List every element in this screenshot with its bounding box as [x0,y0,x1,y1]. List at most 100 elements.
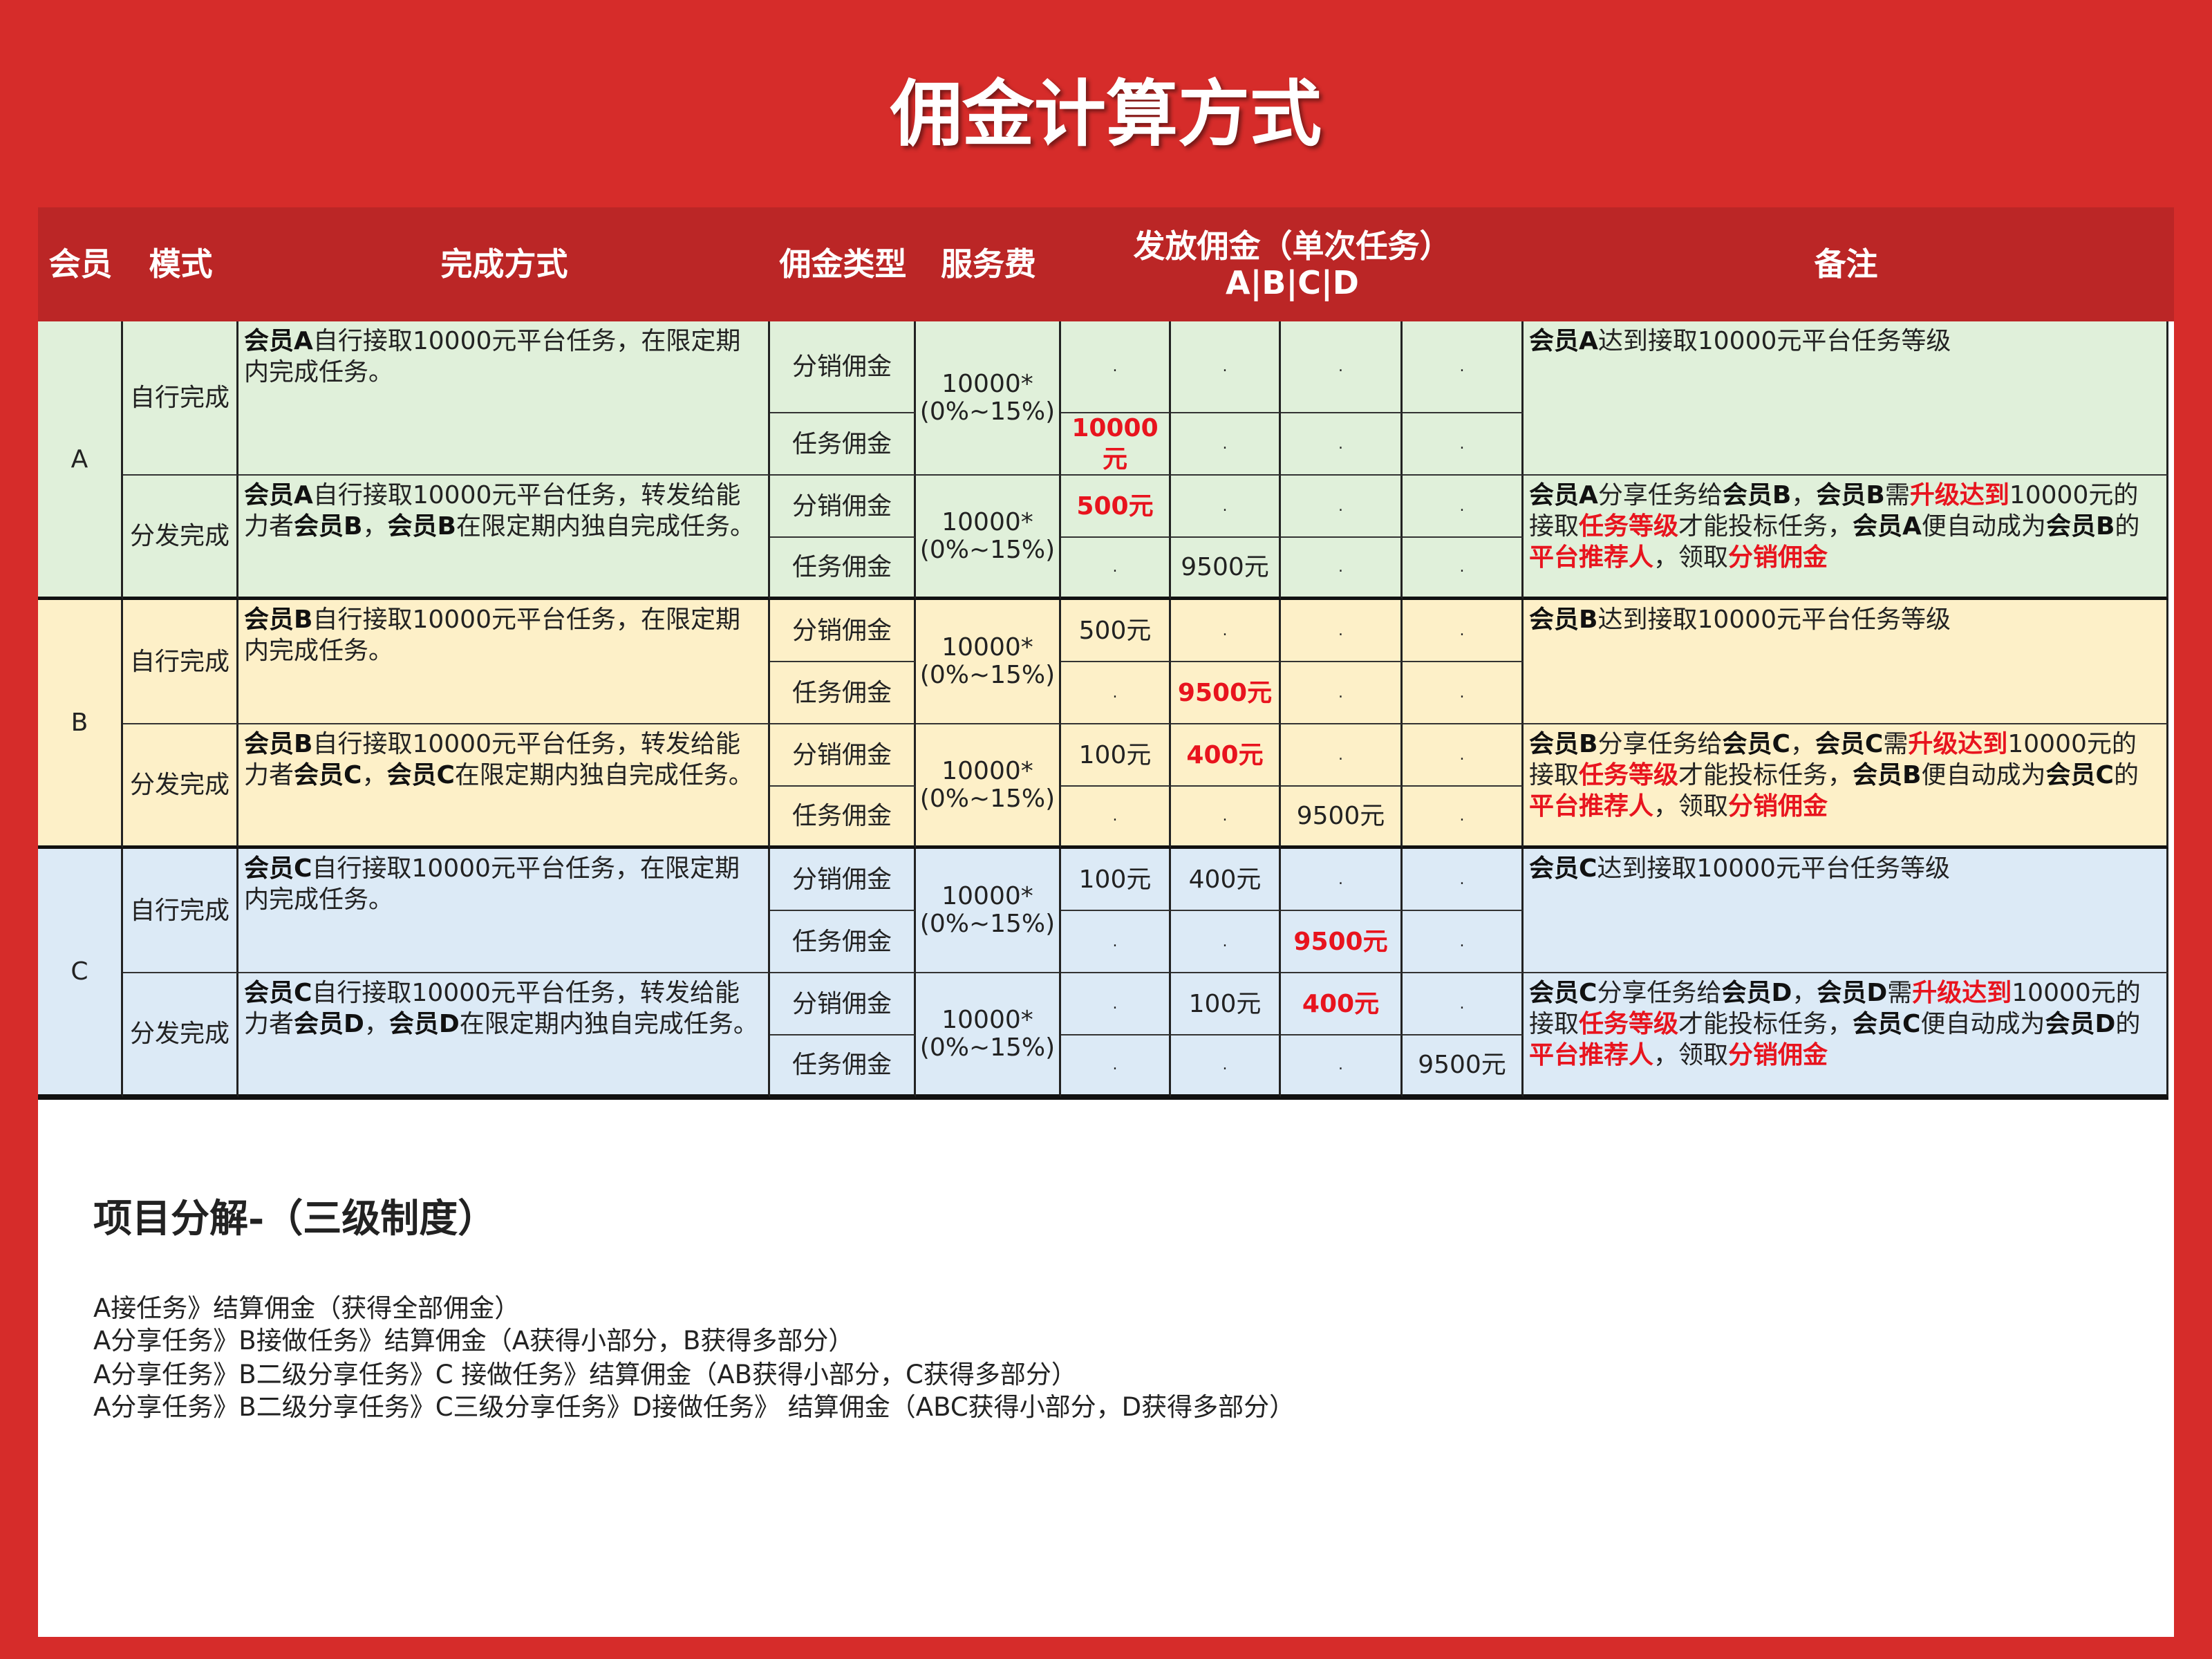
payout-cell-c: . [1281,849,1403,911]
payout-cell-b: 400元 [1171,849,1281,911]
page-title: 佣金计算方式 [890,71,1322,156]
payout-cell-d: . [1403,538,1524,600]
payout-cell-a: . [1061,1035,1171,1098]
mode-cell: 自行完成 [123,600,238,724]
text-segment: 会员A [1529,481,1598,509]
text-segment: 分销佣金 [1728,1041,1828,1069]
text-segment: 会员B [244,606,313,634]
payout-cell-c: 9500元 [1281,911,1403,973]
payout-cell-a: . [1061,973,1171,1035]
payout-cell-a: 100元 [1061,849,1171,911]
commission-table: A 自行完成 会员A自行接取10000元平台任务，在限定期内完成任务。 10000*(… [38,321,2168,1100]
text-segment: 会员C [1529,854,1597,883]
payout-cell-b: . [1171,476,1281,538]
fee-cell: 10000* (0%~15%) [916,321,1061,476]
text-segment: 会员B [244,730,313,758]
text-segment: 会员D [1721,979,1792,1007]
fee-text: 10000* [941,882,1033,910]
payout-cell-d: 9500元 [1403,1035,1524,1098]
payout-cell-c: 400元 [1281,973,1403,1035]
payout-cell-a: . [1061,787,1171,849]
text-segment: 会员B [2045,512,2115,541]
payout-cell-a: . [1061,911,1171,973]
text-segment: 的 [2115,512,2140,541]
text-segment: 需 [1884,481,1910,509]
text-segment: 会员D [1817,979,1888,1007]
text-segment: 平台推荐人 [1529,1041,1654,1069]
header-member: 会员 [48,245,113,283]
text-segment: ，领取 [1653,1041,1729,1069]
text-segment: 升级达到 [1909,481,2009,509]
payout-cell-a: . [1061,662,1171,724]
text-segment: 自行接取10000元平台任务，转发给能力者 [244,481,741,541]
note-cell: 会员C分享任务给会员D，会员D需升级达到10000元的接取任务等级才能投标任务，… [1524,973,2168,1098]
payout-cell-c: . [1281,413,1403,476]
text-segment: ， [362,512,388,541]
fee-text: 10000* [941,507,1033,536]
text-segment: 便自动成为 [1921,512,2046,541]
payout-cell-a: 500元 [1061,600,1171,662]
member-cell: B [38,600,123,849]
text-segment: 任务等级 [1579,761,1679,789]
text-segment: 便自动成为 [1920,1010,2045,1038]
fee-cell: 10000* (0%~15%) [916,849,1061,973]
text-segment: 会员D [2045,1010,2116,1038]
payout-cell-a: . [1061,321,1171,413]
breakdown-line: A分享任务》B二级分享任务》C三级分享任务》D接做任务》 结算佣金（ABC获得小… [93,1392,1295,1422]
text-segment: ， [1792,979,1817,1007]
text-segment: 会员C [1722,730,1790,758]
text-segment: 会员B [1816,481,1885,509]
fee-cell: 10000* (0%~15%) [916,476,1061,600]
text-segment: 会员C [1853,1010,1921,1038]
text-segment: 会员C [294,761,362,789]
method-cell: 会员A自行接取10000元平台任务，在限定期内完成任务。 [238,321,770,476]
payout-cell-d: . [1403,911,1524,973]
payout-cell-d: . [1403,787,1524,849]
commission-type-cell: 分销佣金 [770,724,916,787]
text-segment: ， [1791,481,1817,509]
text-segment: 会员B [294,512,363,541]
text-segment: 自行接取10000元平台任务，在限定期内完成任务。 [244,854,740,914]
fee-text: (0%~15%) [919,397,1056,426]
text-segment: 便自动成为 [1921,761,2046,789]
fee-cell: 10000* (0%~15%) [916,600,1061,724]
fee-text: (0%~15%) [919,910,1056,938]
fee-text: (0%~15%) [919,784,1056,813]
text-segment: 升级达到 [1912,979,2012,1007]
payout-cell-a: 10000元 [1061,413,1171,476]
text-segment: 自行接取10000元平台任务，在限定期内完成任务。 [244,606,740,665]
text-segment: 会员B [387,512,456,541]
commission-type-cell: 任务佣金 [770,662,916,724]
breakdown-line: A分享任务》B二级分享任务》C 接做任务》结算佣金（AB获得小部分，C获得多部分… [93,1360,1077,1389]
fee-text: (0%~15%) [919,1033,1056,1062]
commission-type-cell: 任务佣金 [770,413,916,476]
note-cell: 会员A达到接取10000元平台任务等级 [1524,321,2168,476]
method-cell: 会员B自行接取10000元平台任务，转发给能力者会员C，会员C在限定期内独自完成… [238,724,770,849]
mode-cell: 自行完成 [123,849,238,973]
text-segment: 会员A [244,327,313,355]
text-segment: ，领取 [1653,792,1729,821]
payout-cell-b: . [1171,1035,1281,1098]
text-segment: 会员B [1529,730,1598,758]
text-segment: 自行接取10000元平台任务，转发给能力者 [244,979,740,1038]
header-fee: 服务费 [941,245,1036,283]
header-type: 佣金类型 [779,245,907,283]
text-segment: 会员D [388,1010,460,1038]
payout-cell-b: 9500元 [1171,538,1281,600]
fee-cell: 10000* (0%~15%) [916,724,1061,849]
text-segment: 平台推荐人 [1529,543,1654,572]
payout-cell-b: . [1171,600,1281,662]
payout-cell-c: . [1281,662,1403,724]
payout-cell-d: . [1403,476,1524,538]
payout-cell-c: . [1281,476,1403,538]
member-cell: C [38,849,123,1098]
text-segment: 才能投标任务， [1678,761,1853,789]
text-segment: 会员C [1815,730,1884,758]
payout-cell-c: . [1281,321,1403,413]
fee-text: (0%~15%) [919,661,1056,689]
text-segment: 升级达到 [1908,730,2008,758]
text-segment: 会员A [1853,512,1922,541]
mode-cell: 分发完成 [123,476,238,600]
text-segment: 会员A [244,481,313,509]
fee-text: 10000* [941,756,1033,785]
